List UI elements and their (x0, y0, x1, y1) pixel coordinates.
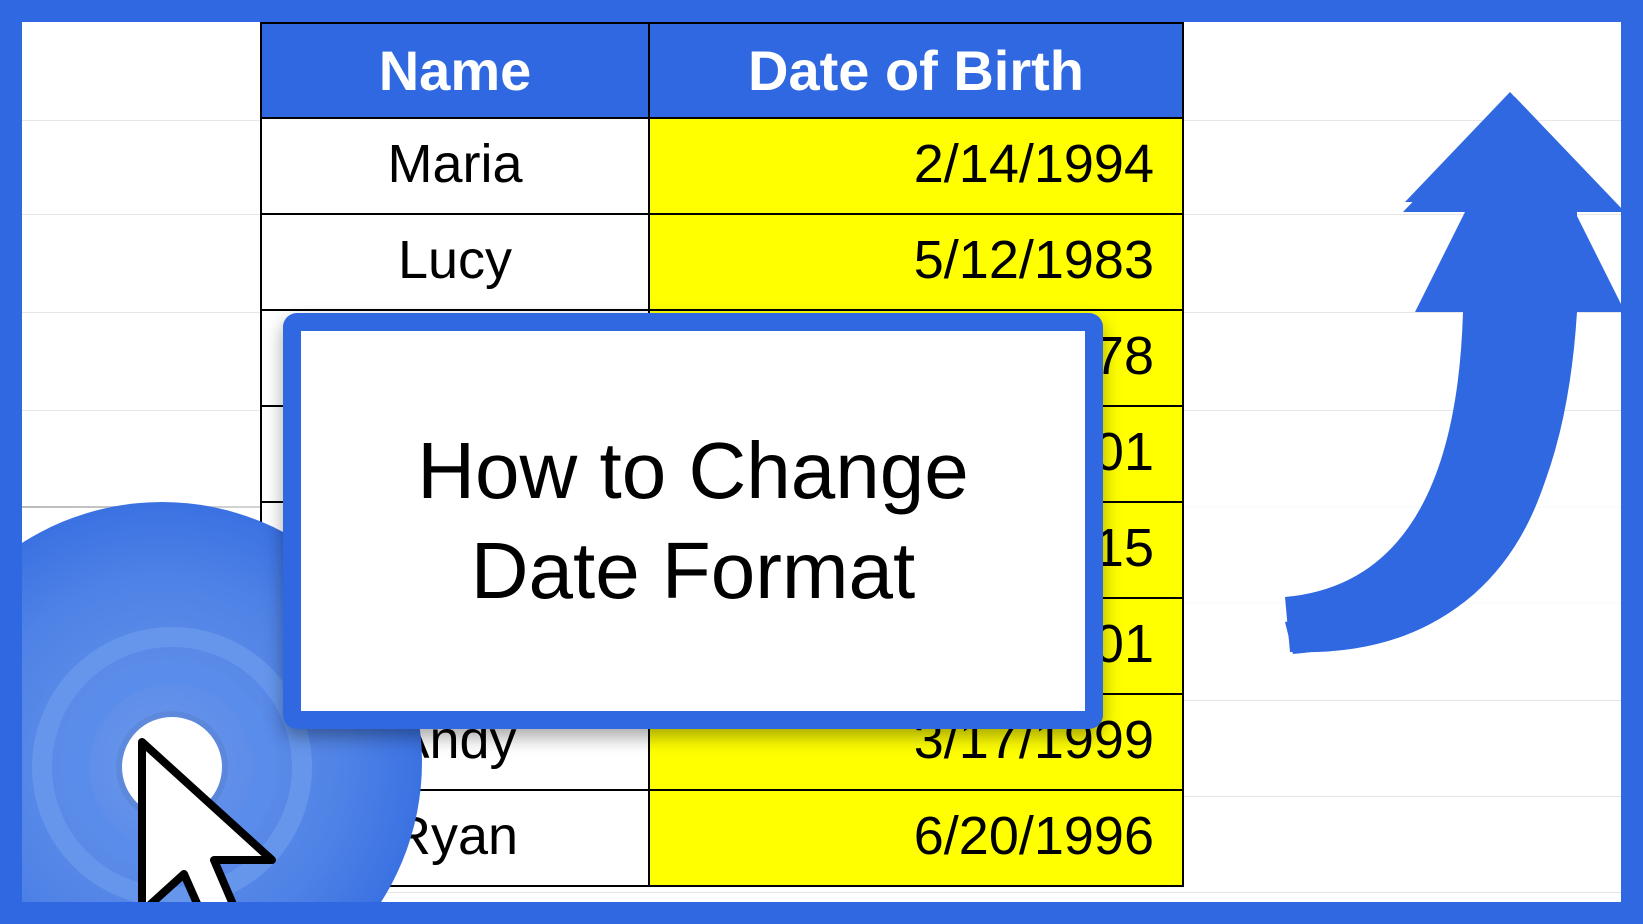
title-card: How to Change Date Format (283, 313, 1103, 729)
title-line-2: Date Format (471, 526, 916, 615)
content-area: Name Date of Birth Maria 2/14/1994 Lucy … (22, 22, 1621, 902)
date-cell: 6/20/1996 (649, 790, 1183, 886)
date-cell: 2/14/1994 (649, 118, 1183, 214)
date-cell: 5/12/1983 (649, 214, 1183, 310)
name-cell: Lucy (261, 214, 649, 310)
cursor-icon (122, 732, 322, 902)
name-cell: Maria (261, 118, 649, 214)
thumbnail-frame: Name Date of Birth Maria 2/14/1994 Lucy … (0, 0, 1643, 924)
column-header-dob: Date of Birth (649, 23, 1183, 118)
title-text: How to Change Date Format (417, 421, 968, 621)
title-line-1: How to Change (417, 426, 968, 515)
column-header-name: Name (261, 23, 649, 118)
table-header-row: Name Date of Birth (261, 23, 1183, 118)
table-row: Maria 2/14/1994 (261, 118, 1183, 214)
table-row: Lucy 5/12/1983 (261, 214, 1183, 310)
